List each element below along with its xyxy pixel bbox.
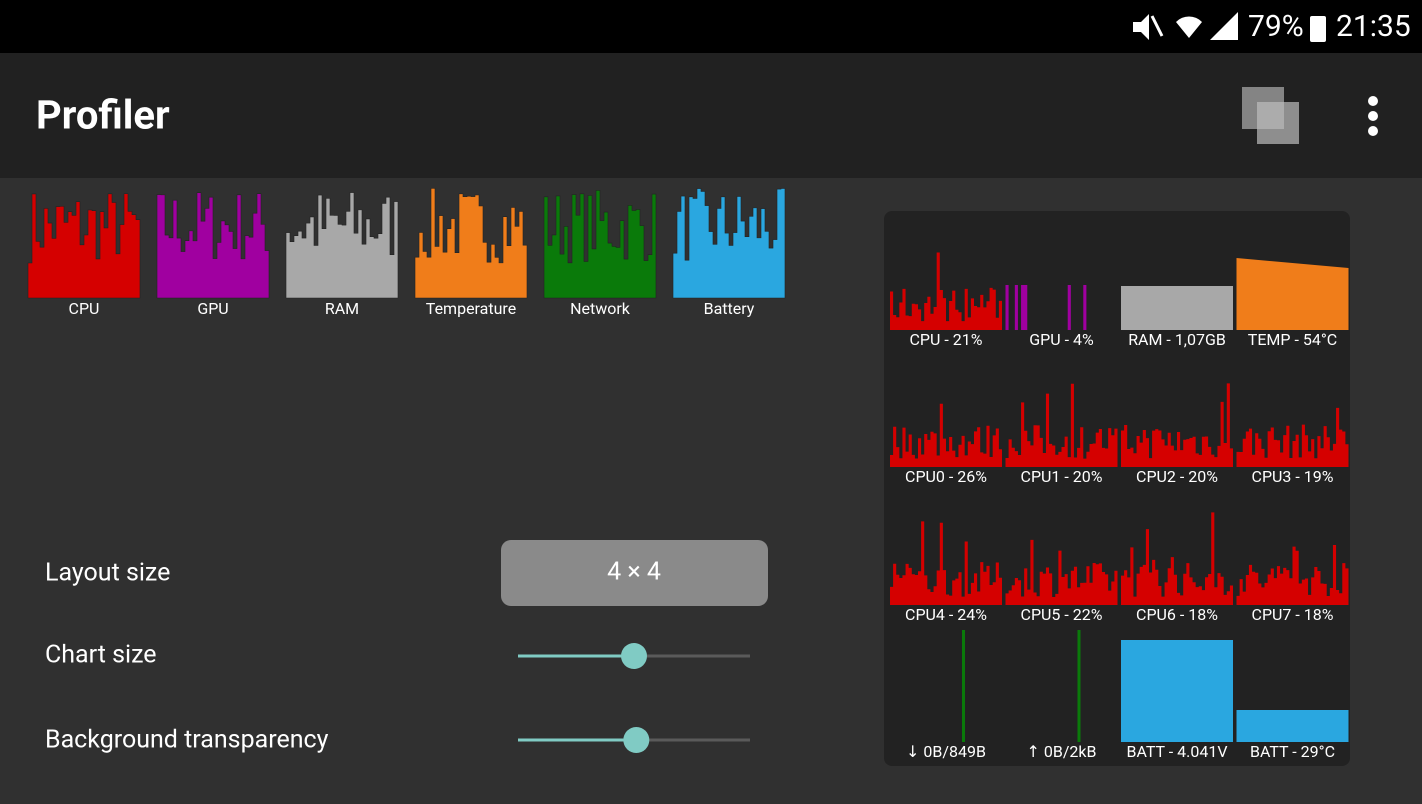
widget-label: CPU0 - 26%	[905, 467, 987, 486]
app-bar	[0, 53, 1422, 178]
widget-label: CPU2 - 20%	[1136, 467, 1218, 486]
menu-dot	[1368, 96, 1378, 106]
slider-thumb[interactable]	[623, 727, 650, 753]
widget-chart	[1121, 383, 1233, 467]
widget-chart	[1121, 286, 1233, 330]
legend-chart	[285, 192, 399, 299]
clock: 21:35	[1336, 9, 1411, 44]
widget-label: CPU6 - 18%	[1136, 605, 1218, 624]
widget-label: CPU - 21%	[910, 330, 983, 349]
setting-label: Chart size	[45, 641, 157, 670]
widget-label: TEMP - 54°C	[1248, 330, 1337, 349]
widget-chart	[1236, 545, 1349, 605]
widget-label: RAM - 1,07GB	[1128, 330, 1226, 349]
setting-label: Background transparency	[45, 726, 329, 755]
widget-label: CPU1 - 20%	[1021, 467, 1103, 486]
widget-chart	[962, 630, 965, 742]
status-icons	[1133, 12, 1326, 42]
setting-label: Layout size	[45, 559, 170, 588]
widget-preview	[884, 211, 1350, 766]
legend-label: Network	[570, 299, 631, 318]
widget-chart	[1005, 383, 1118, 467]
widget-chart	[1121, 512, 1233, 605]
layout-size-button[interactable]	[501, 540, 768, 606]
legend-chart	[543, 190, 657, 299]
widget-label: GPU - 4%	[1029, 330, 1094, 349]
widget-chart	[1236, 258, 1349, 330]
widget-chart	[1005, 539, 1118, 605]
legend-chart	[156, 192, 270, 299]
status-bar	[0, 0, 1422, 53]
legend-label: Temperature	[426, 299, 516, 318]
widget-label: BATT - 29°C	[1250, 742, 1335, 761]
widget-chart	[1121, 640, 1233, 742]
slider-thumb[interactable]	[621, 643, 647, 669]
legend-label: RAM	[325, 299, 359, 318]
overflow-menu[interactable]	[1368, 96, 1378, 136]
widget-chart	[890, 521, 1002, 605]
legend-chart	[672, 188, 786, 299]
widget-label: BATT - 4.041V	[1126, 742, 1227, 761]
wifi-icon	[1176, 16, 1202, 38]
widget-label: CPU3 - 19%	[1252, 467, 1334, 486]
widget-label: CPU4 - 24%	[905, 605, 987, 624]
app-title: Profiler	[36, 92, 170, 139]
mute-slash	[1150, 15, 1164, 37]
overlay-button[interactable]	[1242, 87, 1299, 144]
widget-chart	[1077, 630, 1081, 742]
overlay-icon-front	[1257, 102, 1299, 144]
battery-level: 79%	[1248, 9, 1304, 44]
legend-label: GPU	[197, 299, 228, 318]
menu-dot	[1368, 111, 1378, 121]
widget-chart	[890, 252, 1002, 330]
widget-chart	[1236, 710, 1349, 742]
widget-label: CPU7 - 18%	[1252, 605, 1334, 624]
mute-icon	[1133, 14, 1149, 40]
widget-chart	[890, 403, 1002, 467]
menu-dot	[1368, 126, 1378, 136]
legend-chart	[27, 193, 141, 299]
widget-chart	[1005, 285, 1118, 330]
widget-label: ↓ 0B/849B	[906, 742, 986, 761]
legend-chart	[414, 187, 528, 299]
legend-label: Battery	[704, 299, 755, 318]
layout-size-value: 4 × 4	[607, 558, 661, 587]
widget-label: CPU5 - 22%	[1021, 605, 1103, 624]
signal-icon	[1210, 12, 1238, 40]
legend-label: CPU	[69, 299, 100, 318]
widget-chart	[1236, 407, 1349, 467]
widget-label: ↑ 0B/2kB	[1026, 742, 1096, 761]
battery-icon	[1310, 16, 1326, 42]
